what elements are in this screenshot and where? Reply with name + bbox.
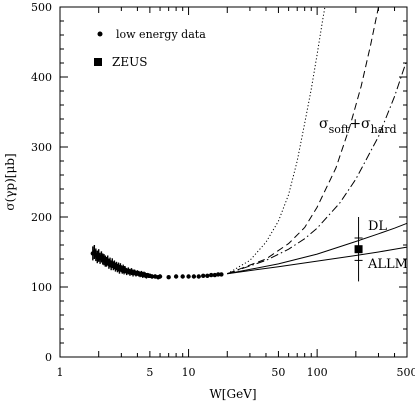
curve-dash-dot bbox=[227, 59, 408, 275]
x-tick-label: 500 bbox=[397, 366, 415, 379]
legend: low energy data ZEUS bbox=[94, 28, 206, 69]
legend-label-zeus: ZEUS bbox=[112, 55, 147, 69]
axis-ticks bbox=[59, 6, 408, 358]
low-energy-point bbox=[209, 272, 214, 278]
x-tick-label: 100 bbox=[307, 366, 328, 379]
y-tick-label: 400 bbox=[31, 71, 52, 84]
low-energy-point bbox=[196, 274, 201, 279]
low-energy-point bbox=[205, 273, 210, 278]
low-energy-point bbox=[180, 274, 185, 279]
low-energy-point bbox=[186, 274, 191, 279]
model-curves bbox=[227, 6, 408, 275]
curve-dashed bbox=[227, 6, 379, 275]
y-axis-label: σ(γp)[μb] bbox=[3, 153, 17, 210]
plot-frame bbox=[59, 6, 408, 358]
zeus-point bbox=[354, 245, 363, 254]
y-tick-labels: 0 100 200 300 400 500 bbox=[31, 1, 52, 364]
x-tick-label: 50 bbox=[271, 366, 285, 379]
curve-dotted bbox=[227, 6, 326, 275]
low-energy-point bbox=[149, 274, 155, 279]
low-energy-point bbox=[212, 272, 218, 278]
y-tick-label: 200 bbox=[31, 211, 52, 224]
annotation-allm: ALLM bbox=[367, 257, 408, 272]
low-energy-point bbox=[191, 274, 197, 279]
data-points bbox=[90, 217, 363, 282]
y-tick-label: 500 bbox=[31, 1, 52, 14]
x-tick-label: 5 bbox=[146, 366, 153, 379]
y-tick-label: 0 bbox=[45, 351, 52, 364]
annotation-sigma-soft-hard: σsoft+σhard bbox=[319, 116, 397, 136]
annotation-dl: DL bbox=[368, 219, 387, 234]
x-axis-label: W[GeV] bbox=[209, 387, 256, 401]
curve-solid bbox=[227, 246, 408, 275]
legend-square-marker bbox=[94, 58, 102, 66]
low-energy-point bbox=[215, 272, 221, 277]
y-tick-label: 100 bbox=[31, 281, 52, 294]
y-tick-label: 300 bbox=[31, 141, 52, 154]
low-energy-point bbox=[219, 272, 224, 277]
low-energy-point bbox=[173, 274, 179, 279]
legend-dot-marker bbox=[97, 31, 103, 37]
low-energy-point bbox=[201, 273, 206, 278]
x-tick-labels: 1 5 10 50 100 500 bbox=[57, 366, 415, 379]
legend-label-low-energy: low energy data bbox=[116, 28, 206, 41]
low-energy-point bbox=[157, 274, 163, 279]
x-tick-label: 10 bbox=[182, 366, 196, 379]
curve-solid bbox=[227, 222, 408, 275]
x-tick-label: 1 bbox=[57, 366, 64, 379]
low-energy-point bbox=[166, 275, 171, 280]
